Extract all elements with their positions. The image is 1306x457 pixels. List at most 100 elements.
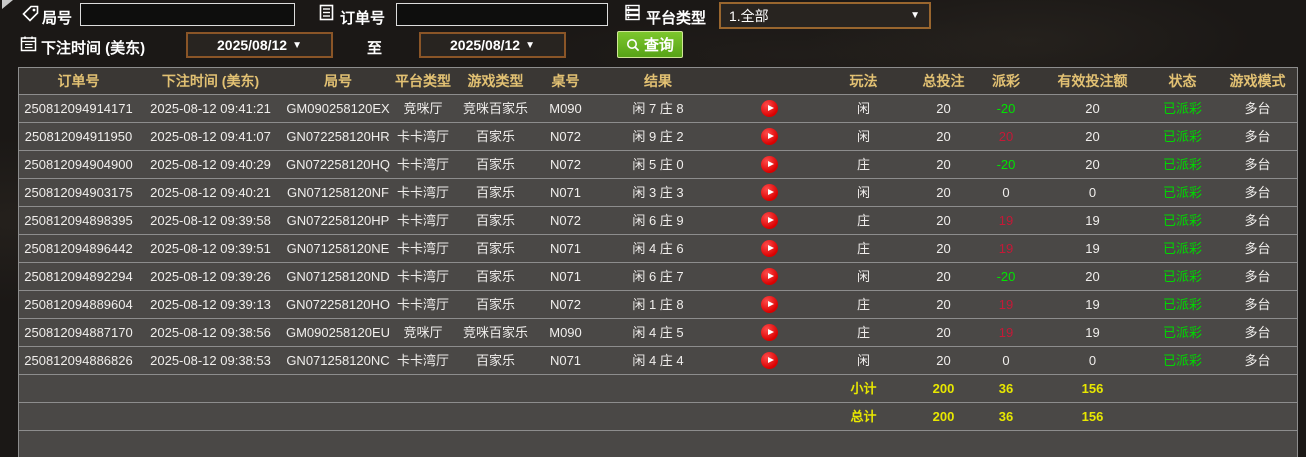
cell-round: GN071258120NE (286, 241, 390, 256)
play-video-button[interactable] (761, 351, 778, 369)
play-icon (768, 244, 774, 251)
play-icon (768, 328, 774, 335)
cell-time: 2025-08-12 09:40:29 (150, 157, 271, 172)
cell-time: 2025-08-12 09:40:21 (150, 185, 271, 200)
total-valid-bet: 156 (1081, 409, 1104, 424)
cell-valid-bet: 19 (1085, 241, 1100, 256)
cell-play-type: 闲 (856, 269, 870, 284)
cell-status: 已派彩 (1162, 101, 1202, 116)
order-input[interactable] (396, 3, 608, 26)
cell-mode: 多台 (1244, 353, 1271, 368)
cell-status: 已派彩 (1162, 129, 1202, 144)
play-video-button[interactable] (761, 99, 778, 117)
table-row: 250812094903175 2025-08-12 09:40:21 GN0712… (19, 179, 1297, 207)
cell-payout: -20 (996, 101, 1016, 116)
cell-result: 闲 5 庄 0 (632, 157, 684, 172)
cell-valid-bet: 19 (1085, 297, 1100, 312)
header-table-no: 桌号 (551, 73, 580, 89)
cell-mode: 多台 (1244, 185, 1271, 200)
play-icon (768, 356, 774, 363)
cell-table-no: N072 (549, 297, 582, 312)
cell-round: GM090258120EX (286, 101, 390, 116)
cell-table-no: N071 (549, 269, 582, 284)
play-video-button[interactable] (761, 239, 778, 257)
cell-game-type: 百家乐 (475, 241, 515, 256)
header-status: 状态 (1168, 73, 1197, 89)
cell-valid-bet: 20 (1085, 269, 1100, 284)
cell-total-bet: 20 (936, 157, 951, 172)
cell-result: 闲 6 庄 9 (632, 213, 684, 228)
date-to-picker[interactable]: 2025/08/12 ▼ (419, 32, 566, 58)
cell-round: GN072258120HQ (285, 157, 391, 172)
play-video-button[interactable] (761, 323, 778, 341)
cell-total-bet: 20 (936, 241, 951, 256)
cell-mode: 多台 (1244, 297, 1271, 312)
cell-result: 闲 4 庄 4 (632, 353, 684, 368)
cell-platform: 卡卡湾厅 (396, 297, 449, 312)
cell-time: 2025-08-12 09:41:21 (150, 101, 271, 116)
subtotal-valid-bet: 156 (1081, 381, 1104, 396)
cell-valid-bet: 20 (1085, 157, 1100, 172)
table-row: 250812094886826 2025-08-12 09:38:53 GN0712… (19, 347, 1297, 375)
cell-game-type: 百家乐 (475, 353, 515, 368)
cell-game-type: 百家乐 (475, 269, 515, 284)
table-row: 250812094896442 2025-08-12 09:39:51 GN0712… (19, 235, 1297, 263)
corner-arrow-decoration (2, 0, 13, 9)
table-row: 250812094904900 2025-08-12 09:40:29 GN0722… (19, 151, 1297, 179)
header-platform: 平台类型 (395, 73, 451, 89)
cell-payout: 19 (998, 297, 1014, 312)
header-play-type: 玩法 (849, 73, 878, 89)
cell-play-type: 闲 (856, 185, 870, 200)
date-from-picker[interactable]: 2025/08/12 ▼ (186, 32, 333, 58)
cell-table-no: N072 (549, 213, 582, 228)
play-video-button[interactable] (761, 127, 778, 145)
chevron-down-icon: ▼ (525, 39, 535, 51)
cell-time: 2025-08-12 09:41:07 (150, 129, 271, 144)
play-video-button[interactable] (761, 267, 778, 285)
cell-payout: -20 (996, 157, 1016, 172)
platform-type-select[interactable]: 1.全部 ▼ (719, 2, 931, 29)
cell-platform: 卡卡湾厅 (396, 269, 449, 284)
cell-order: 250812094898395 (24, 213, 133, 228)
cell-order: 250812094886826 (24, 353, 133, 368)
cell-result: 闲 4 庄 5 (632, 325, 684, 340)
search-button[interactable]: 查询 (617, 31, 684, 58)
total-spacer (19, 403, 816, 430)
round-input[interactable] (80, 3, 295, 26)
header-play (723, 68, 816, 94)
subtotal-payout: 36 (998, 381, 1014, 396)
play-video-button[interactable] (761, 211, 778, 229)
header-order: 订单号 (57, 73, 100, 89)
bet-time-label: 下注时间 (美东) (41, 40, 146, 57)
cell-platform: 卡卡湾厅 (396, 353, 449, 368)
play-icon (768, 132, 774, 139)
cell-platform: 卡卡湾厅 (396, 213, 449, 228)
header-result: 结果 (644, 73, 672, 89)
cell-mode: 多台 (1244, 129, 1271, 144)
header-bet-time: 下注时间 (美东) (161, 73, 260, 89)
play-icon (768, 272, 774, 279)
cell-table-no: N072 (549, 157, 582, 172)
cell-status: 已派彩 (1162, 325, 1202, 340)
bet-records-table: 订单号 下注时间 (美东) 局号 平台类型 游戏类型 桌号 结果 玩法 总投注 … (18, 67, 1298, 457)
chevron-down-icon: ▼ (910, 10, 920, 21)
cell-total-bet: 20 (936, 325, 951, 340)
total-row: 总计 200 36 156 (19, 403, 1297, 431)
cell-order: 250812094896442 (24, 241, 133, 256)
cell-round: GN072258120HR (286, 129, 390, 144)
play-icon (768, 216, 774, 223)
cell-total-bet: 20 (936, 101, 951, 116)
subtotal-row: 小计 200 36 156 (19, 375, 1297, 403)
chevron-down-icon: ▼ (292, 39, 302, 51)
cell-status: 已派彩 (1162, 241, 1202, 256)
cell-status: 已派彩 (1162, 297, 1202, 312)
play-video-button[interactable] (761, 183, 778, 201)
table-row: 250812094889604 2025-08-12 09:39:13 GN0722… (19, 291, 1297, 319)
play-video-button[interactable] (761, 155, 778, 173)
play-video-button[interactable] (761, 295, 778, 313)
cell-play-type: 闲 (856, 353, 870, 368)
cell-play (723, 179, 816, 206)
cell-mode: 多台 (1244, 269, 1271, 284)
cell-game-type: 百家乐 (475, 297, 515, 312)
server-icon (624, 4, 641, 21)
